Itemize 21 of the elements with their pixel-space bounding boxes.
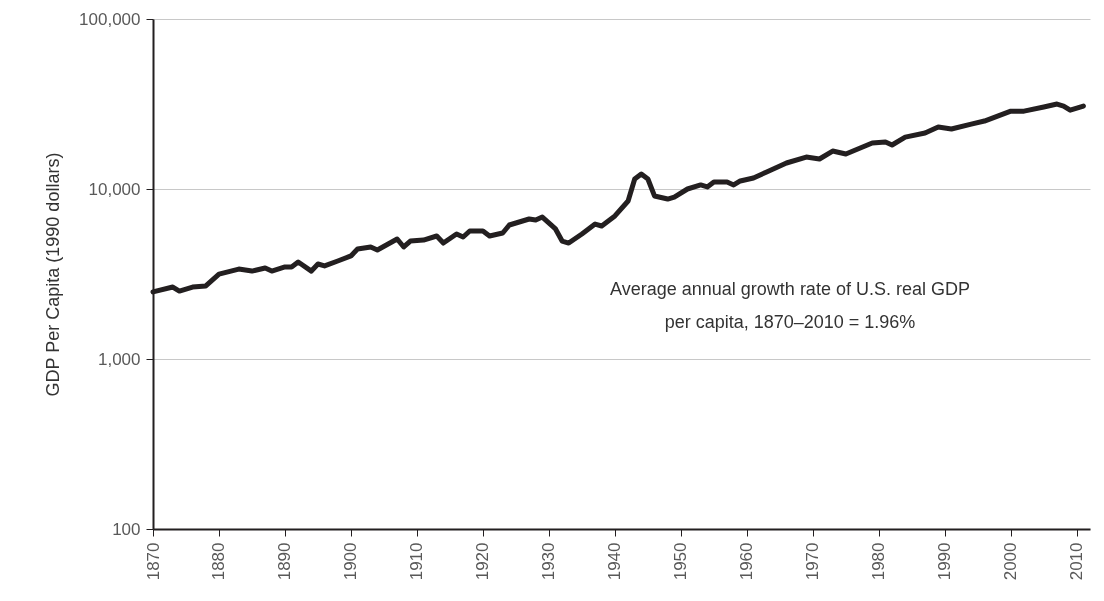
y-tick-label: 1,000: [97, 349, 141, 369]
x-tick-label: 1880: [209, 542, 229, 581]
y-axis-title: GDP Per Capita (1990 dollars): [43, 152, 64, 397]
x-tick-label: 1890: [275, 542, 295, 581]
y-tick-label: 10,000: [88, 179, 141, 199]
x-tick-label: 2000: [1001, 542, 1021, 581]
x-tick-label: 1970: [803, 542, 823, 581]
x-tick-label: 1950: [671, 542, 691, 581]
x-tick-label: 1940: [605, 542, 625, 581]
y-tick-label: 100: [112, 519, 141, 539]
x-tick-label: 1980: [869, 542, 889, 581]
x-tick-label: 1870: [143, 542, 163, 581]
x-tick-label: 2010: [1067, 542, 1087, 581]
annotation: Average annual growth rate of U.S. real GDP per capita, 1870–2010 = 1.96%: [610, 279, 970, 332]
x-tick-label: 1960: [737, 542, 757, 581]
x-tick-label: 1990: [935, 542, 955, 581]
y-tick-label: 100,000: [79, 9, 141, 29]
x-tick-label: 1910: [407, 542, 427, 581]
x-tick-label: 1900: [341, 542, 361, 581]
x-tick-label: 1930: [539, 542, 559, 581]
x-tick-label: 1920: [473, 542, 493, 581]
